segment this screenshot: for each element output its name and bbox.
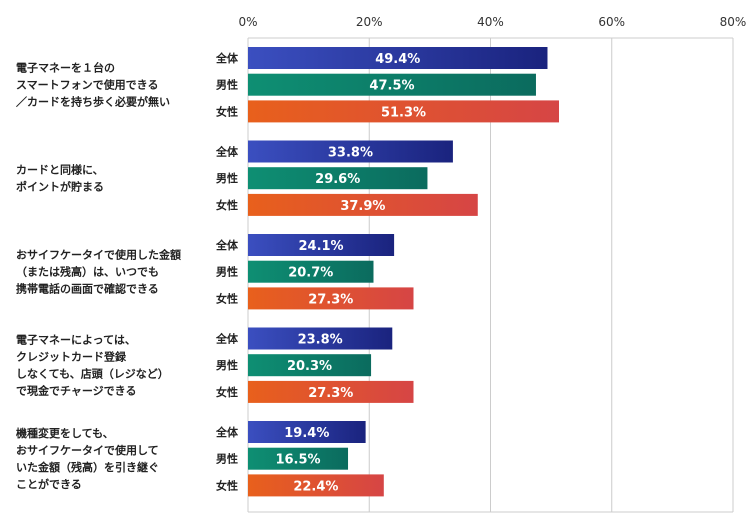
data-label: 49.4% — [375, 52, 420, 67]
category-label: 電子マネーによっては、 — [16, 334, 136, 347]
series-label: 全体 — [215, 332, 239, 346]
series-label: 女性 — [216, 198, 238, 212]
series-label: 女性 — [216, 104, 238, 118]
x-tick-label: 40% — [477, 15, 504, 29]
data-label: 51.3% — [381, 105, 426, 120]
series-label: 全体 — [215, 238, 239, 252]
series-label: 女性 — [216, 385, 238, 399]
data-label: 22.4% — [293, 479, 338, 494]
series-label: 女性 — [216, 478, 238, 492]
data-label: 20.7% — [288, 266, 333, 281]
x-tick-label: 0% — [238, 15, 257, 29]
bar — [248, 260, 374, 283]
bar — [248, 193, 478, 216]
category-label: いた金額（残高）を引き継ぐ — [16, 460, 159, 474]
category-label: で現金でチャージできる — [16, 384, 136, 398]
series-label: 全体 — [215, 425, 239, 439]
bar — [248, 47, 548, 69]
series-label: 男性 — [216, 78, 238, 92]
bar — [248, 140, 453, 163]
category-label: カードと同様に、 — [16, 163, 104, 177]
bars — [248, 47, 560, 497]
bar — [248, 421, 366, 443]
category-label: 電子マネーを１台の — [16, 61, 115, 75]
x-tick-labels: 0% 20% 40% 60% 80% — [238, 15, 746, 29]
bar — [248, 100, 560, 123]
category-label: 携帯電話の画面で確認できる — [16, 282, 159, 296]
series-label: 男性 — [216, 452, 238, 466]
data-label: 33.8% — [328, 146, 373, 161]
category-label: スマートフォンで使用できる — [16, 78, 158, 92]
bar — [248, 327, 393, 350]
data-label: 27.3% — [308, 386, 353, 401]
bar — [248, 474, 384, 497]
bar — [248, 447, 349, 470]
x-tick-label: 80% — [720, 15, 747, 29]
series-label: 男性 — [216, 171, 238, 185]
category-label: （または残高）は、いつでも — [16, 265, 159, 279]
bar — [248, 380, 414, 403]
x-tick-label: 60% — [598, 15, 625, 29]
category-label: ことができる — [16, 477, 82, 491]
bar — [248, 354, 372, 377]
data-label: 27.3% — [308, 292, 353, 307]
data-label: 37.9% — [340, 199, 385, 214]
category-label: 機種変更をしても、 — [16, 426, 114, 440]
series-label: 全体 — [215, 145, 239, 159]
data-label: 16.5% — [275, 453, 320, 468]
data-label: 29.6% — [315, 172, 360, 187]
bar — [248, 234, 395, 256]
series-label: 全体 — [215, 51, 239, 65]
labels: 49.4% 全体 47.5% 男性 51.3% 女性 電子マネーを１台のスマートフォンで使用… — [16, 51, 426, 494]
series-label: 女性 — [216, 291, 238, 305]
bar — [248, 287, 414, 310]
bar — [248, 167, 428, 190]
series-label: 男性 — [216, 265, 238, 279]
data-label: 19.4% — [284, 426, 329, 441]
category-label: クレジットカード登録 — [16, 350, 127, 364]
bar — [248, 73, 536, 96]
x-tick-label: 20% — [356, 15, 383, 29]
category-label: ／カードを持ち歩く必要が無い — [16, 95, 170, 109]
data-label: 47.5% — [369, 79, 414, 94]
category-label: おサイフケータイで使用した金額 — [16, 248, 181, 262]
category-label: おサイフケータイで使用して — [16, 443, 159, 457]
category-label: ポイントが貯まる — [16, 180, 104, 194]
data-label: 24.1% — [298, 239, 343, 254]
data-label: 20.3% — [287, 359, 332, 374]
data-label: 23.8% — [298, 333, 343, 348]
series-label: 男性 — [216, 358, 238, 372]
category-label: しなくても、店頭（レジなど） — [16, 367, 169, 381]
